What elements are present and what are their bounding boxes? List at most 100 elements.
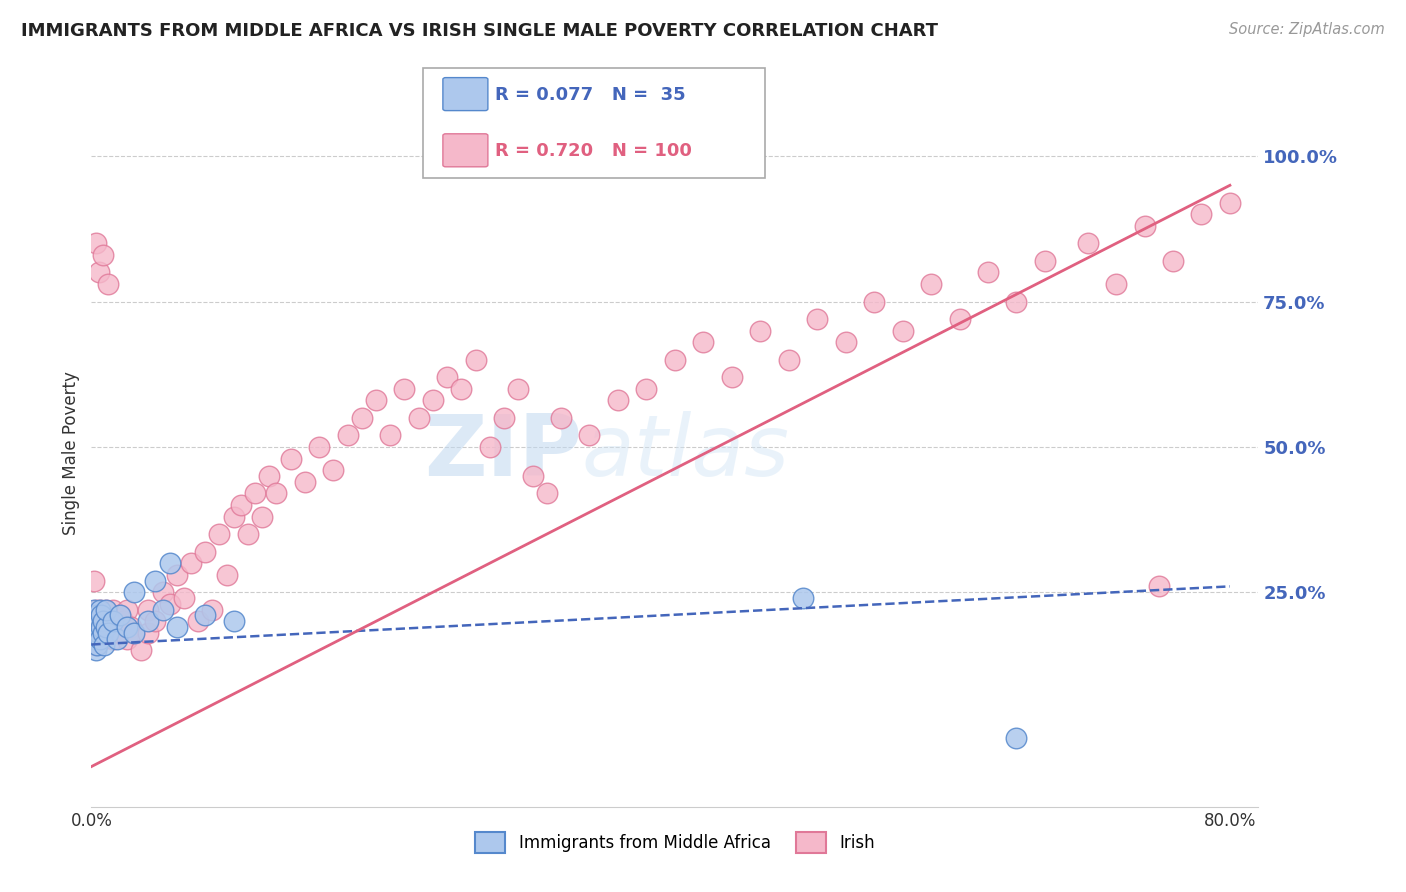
Point (280, 451, 302, 466)
Text: IMMIGRANTS FROM MIDDLE AFRICA VS IRISH SINGLE MALE POVERTY CORRELATION CHART: IMMIGRANTS FROM MIDDLE AFRICA VS IRISH S… (21, 22, 938, 40)
Point (778, 352, 800, 367)
Point (91, 614, 114, 628)
Point (82, 614, 104, 628)
Point (136, 614, 159, 628)
Point (152, 602, 174, 616)
Point (152, 585, 174, 599)
Point (450, 382, 472, 396)
Point (86, 620, 108, 634)
Point (394, 382, 416, 396)
Point (720, 370, 742, 384)
Point (84, 620, 107, 634)
Point (508, 382, 530, 396)
Point (93, 638, 115, 652)
Point (1033, 253, 1056, 268)
Point (208, 527, 231, 541)
Point (91, 248, 114, 262)
Point (84, 602, 107, 616)
Point (1005, 294, 1028, 309)
Point (806, 312, 828, 326)
Point (891, 324, 914, 338)
Point (83, 626, 105, 640)
Point (266, 486, 288, 500)
Point (478, 440, 501, 454)
Point (145, 574, 167, 588)
Point (294, 475, 316, 489)
Point (222, 509, 245, 524)
Point (159, 597, 181, 611)
Point (120, 620, 142, 634)
Point (494, 410, 516, 425)
Point (115, 620, 138, 634)
Point (350, 410, 373, 425)
Point (94, 602, 117, 616)
Point (215, 567, 238, 582)
Point (136, 602, 159, 616)
Point (607, 393, 630, 408)
Point (90, 608, 112, 623)
Legend: Immigrants from Middle Africa, Irish: Immigrants from Middle Africa, Irish (468, 825, 882, 859)
Point (522, 469, 544, 483)
Point (83, 632, 105, 646)
Point (1219, 195, 1241, 210)
Point (94, 620, 117, 634)
Point (664, 352, 686, 367)
Point (90, 620, 112, 634)
Point (229, 498, 252, 512)
Point (364, 393, 387, 408)
Point (89, 602, 111, 616)
Point (243, 486, 266, 500)
Point (136, 626, 159, 640)
Point (115, 602, 138, 616)
Point (101, 632, 124, 646)
Point (83, 574, 105, 588)
Point (408, 410, 430, 425)
Point (91, 608, 114, 623)
Point (1191, 207, 1213, 221)
Text: R = 0.720   N = 100: R = 0.720 N = 100 (495, 142, 692, 160)
Point (122, 626, 145, 640)
Point (308, 440, 330, 454)
Point (792, 591, 814, 605)
Y-axis label: Single Male Poverty: Single Male Poverty (62, 371, 80, 534)
Point (105, 620, 128, 634)
Point (464, 352, 486, 367)
Point (91, 632, 114, 646)
Point (977, 265, 1000, 279)
Point (97, 277, 120, 292)
Point (97, 608, 120, 623)
Point (1133, 219, 1156, 233)
Point (89, 602, 111, 616)
Point (948, 312, 970, 326)
Point (89, 632, 111, 646)
Point (436, 370, 458, 384)
Point (86, 608, 108, 623)
Point (87, 265, 110, 279)
Point (87, 614, 110, 628)
Point (336, 428, 359, 442)
Point (93, 614, 115, 628)
Text: atlas: atlas (582, 411, 790, 494)
Point (115, 632, 138, 646)
Point (86, 608, 108, 623)
Point (180, 556, 202, 570)
Point (749, 324, 772, 338)
Point (578, 428, 600, 442)
Point (194, 544, 217, 558)
Point (96, 626, 118, 640)
Point (84, 638, 107, 652)
Text: R = 0.077   N =  35: R = 0.077 N = 35 (495, 86, 686, 103)
Point (550, 410, 572, 425)
Point (194, 608, 217, 623)
Point (1105, 277, 1128, 292)
Point (108, 608, 131, 623)
Point (84, 236, 107, 251)
Point (1161, 253, 1184, 268)
Point (322, 463, 344, 477)
Point (108, 608, 131, 623)
Point (636, 382, 658, 396)
Point (87, 614, 110, 628)
Point (236, 527, 259, 541)
Point (83, 614, 105, 628)
Point (87, 626, 110, 640)
